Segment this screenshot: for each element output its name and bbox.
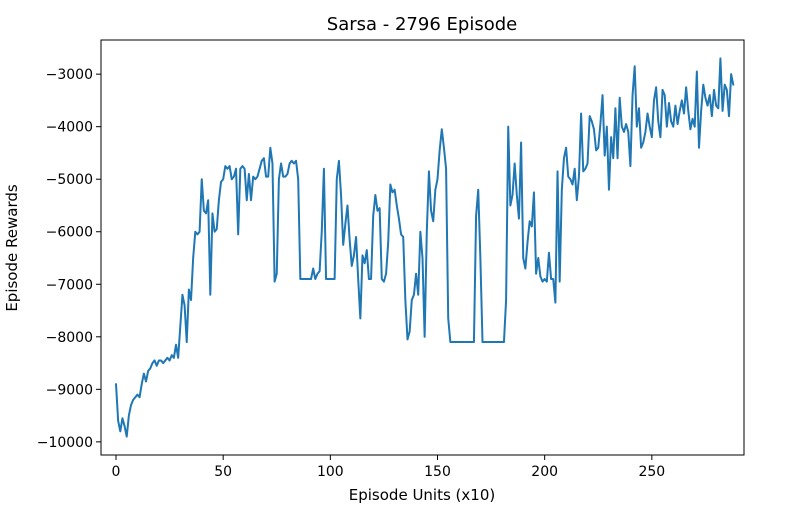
y-axis-label: Episode Rewards (3, 184, 21, 312)
y-axis-ticks: −10000 −9000 −8000 −7000 −6000 −5000 −4000 −300… (37, 67, 101, 451)
x-axis-ticks: 0 50 100 150 200 250 (112, 455, 665, 480)
y-tick-label: −5000 (46, 172, 93, 188)
x-axis-label: Episode Units (x10) (349, 486, 495, 504)
x-tick-label: 250 (638, 464, 665, 480)
x-tick-label: 150 (424, 464, 451, 480)
x-tick-label: 0 (112, 464, 121, 480)
plot-frame (100, 39, 745, 456)
x-tick-label: 200 (531, 464, 558, 480)
x-tick-label: 50 (214, 464, 232, 480)
y-tick-label: −3000 (46, 67, 93, 83)
y-tick-label: −4000 (46, 120, 93, 136)
y-tick-label: −7000 (46, 277, 93, 293)
y-tick-label: −6000 (46, 225, 93, 241)
series-line (115, 57, 735, 438)
y-tick-label: −8000 (46, 330, 93, 346)
x-tick-label: 100 (317, 464, 344, 480)
chart-title: Sarsa - 2796 Episode (327, 14, 517, 35)
y-tick-label: −10000 (37, 435, 93, 451)
y-tick-label: −9000 (46, 382, 93, 398)
